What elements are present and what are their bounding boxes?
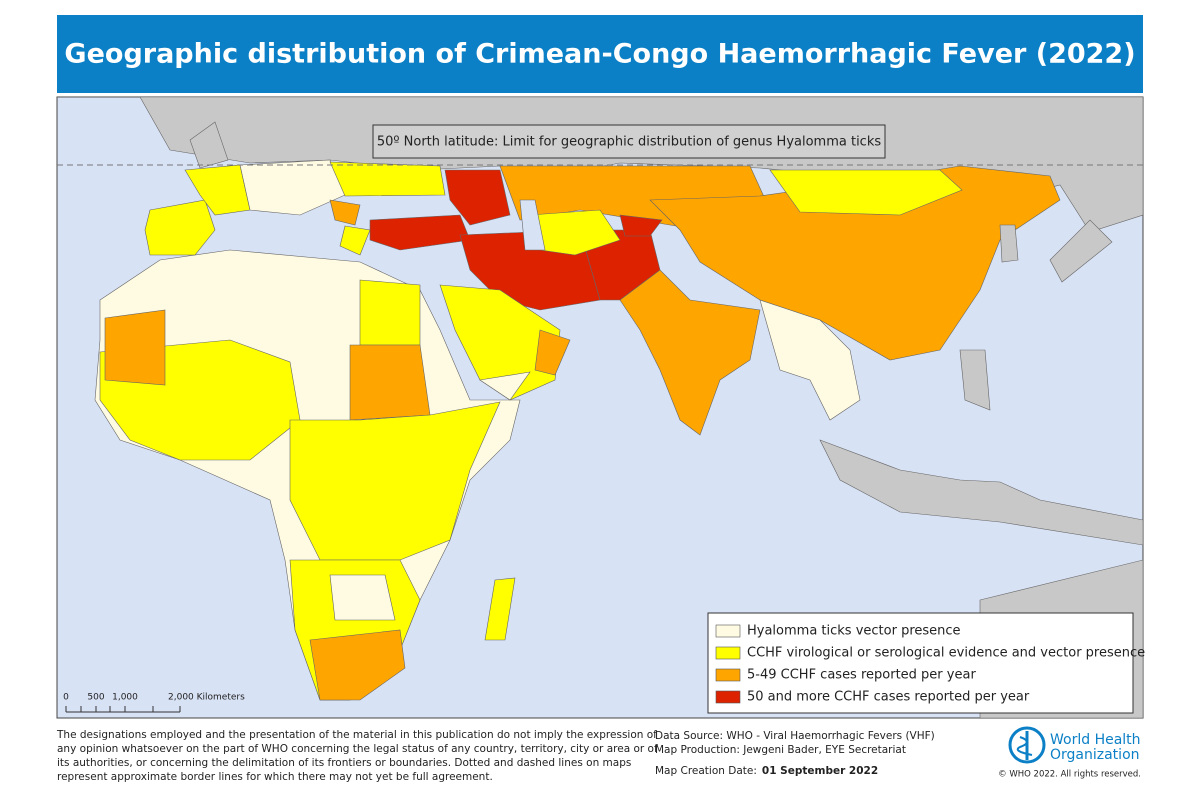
country — [479, 371, 531, 401]
scale-label: 0 — [63, 693, 69, 703]
country — [999, 224, 1019, 263]
country — [484, 577, 516, 641]
who-emblem — [1008, 726, 1046, 764]
emblem-snake — [1016, 736, 1033, 756]
legend-swatch — [715, 668, 741, 682]
organization-name: World Health — [1050, 732, 1141, 748]
country — [339, 225, 371, 256]
country — [329, 199, 361, 226]
country — [359, 279, 421, 346]
country — [289, 401, 501, 561]
legend-swatch — [715, 646, 741, 660]
country — [239, 159, 346, 216]
annotation: 50º North latitude: Limit for geographic… — [377, 135, 882, 150]
legend-swatch — [715, 690, 741, 704]
country — [439, 284, 561, 401]
country — [819, 439, 1143, 546]
emblem-ring — [1008, 726, 1046, 764]
organization-name: Organization — [1050, 747, 1140, 763]
scale-label: 500 — [87, 693, 104, 703]
legend-label: CCHF virological or serological evidence… — [747, 646, 1145, 661]
legend-swatch — [715, 624, 741, 638]
scale-bar: 0 500 1,000 2,000 Kilometers — [63, 693, 245, 713]
legend-label: 50 and more CCHF cases reported per year — [747, 690, 1030, 705]
country — [329, 161, 446, 197]
country — [619, 269, 761, 436]
country — [349, 344, 431, 421]
country — [1049, 219, 1113, 283]
creation-date-label: Map Creation Date: — [655, 765, 757, 777]
map-title: Geographic distribution of Crimean-Congo… — [64, 39, 1135, 70]
country — [369, 214, 471, 251]
country — [769, 169, 963, 216]
disclaimer-line: any opinion whatsoever on the part of WH… — [57, 743, 658, 755]
copyright: © WHO 2022. All rights reserved. — [998, 770, 1141, 780]
scale-label: 2,000 Kilometers — [168, 693, 245, 703]
country — [534, 329, 571, 376]
disclaimer-line: The designations employed and the presen… — [56, 729, 657, 741]
disclaimer-line: its authorities, or concerning the delim… — [57, 757, 631, 769]
legend-label: 5-49 CCHF cases reported per year — [747, 668, 976, 683]
country — [759, 299, 861, 421]
footer: The designations employed and the presen… — [56, 729, 1141, 783]
country — [184, 164, 251, 216]
map-production: Map Production: Jewgeni Bader, EYE Secre… — [655, 744, 906, 756]
country — [189, 121, 229, 169]
country — [444, 169, 511, 226]
title-bar — [57, 15, 1143, 93]
countries — [57, 97, 1143, 718]
country — [959, 349, 991, 411]
legend-box — [707, 612, 1134, 714]
country — [104, 309, 166, 386]
disclaimer-line: represent approximate border lines for w… — [57, 771, 493, 783]
data-source: Data Source: WHO - Viral Haemorrhagic Fe… — [655, 730, 935, 742]
country — [619, 214, 663, 237]
annotation-box — [372, 124, 886, 159]
country — [329, 574, 396, 621]
creation-date: 01 September 2022 — [762, 765, 878, 777]
caspian-sea — [519, 199, 546, 251]
legend: Hyalomma ticks vector presence CCHF virol… — [715, 624, 1145, 705]
legend-label: Hyalomma ticks vector presence — [747, 624, 961, 639]
creation-date-line: Map Creation Date: 01 September 2022 — [655, 765, 878, 777]
scale-label: 1,000 — [112, 693, 138, 703]
country — [309, 629, 406, 701]
